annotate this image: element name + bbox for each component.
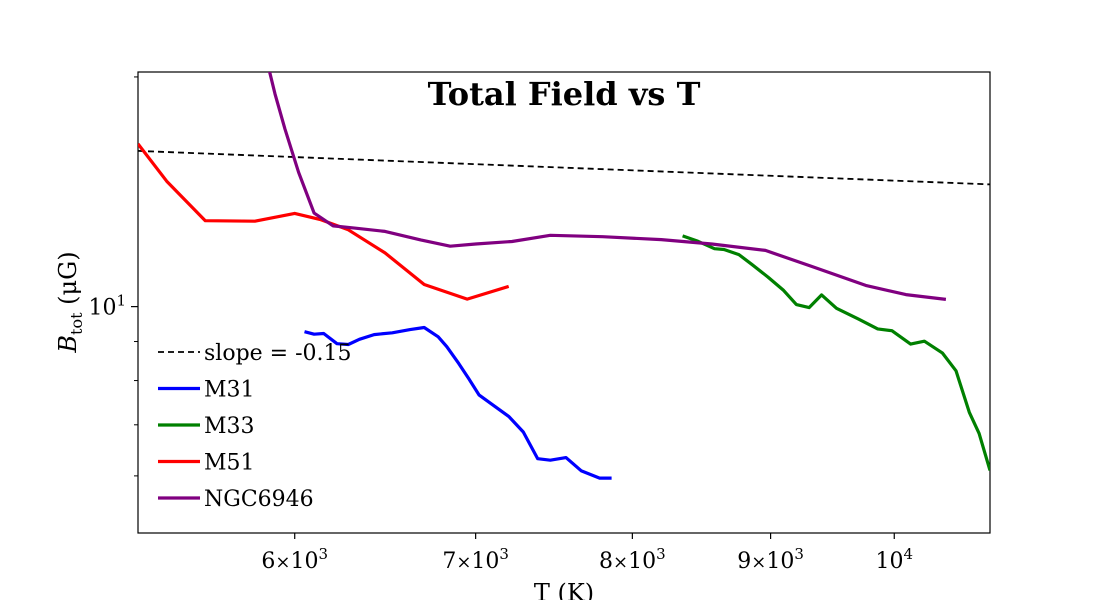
series-line-m51 <box>138 142 510 301</box>
legend: slope = -0.15 M31 M33 M51 NGC6946 <box>158 341 352 512</box>
plot-area <box>137 71 991 534</box>
y-axis-label-unit: (μG) <box>54 251 82 312</box>
y-axis-label: Btot (μG) <box>54 251 86 353</box>
legend-label: slope = -0.15 <box>204 341 352 366</box>
tick-layer: 6×103 7×103 8×103 9×103 104 101 <box>88 76 913 574</box>
legend-label: M51 <box>204 451 255 476</box>
x-tick-label: 7×103 <box>442 545 509 574</box>
series-line-ngc6946 <box>267 72 947 301</box>
x-tick-label: 104 <box>875 545 913 574</box>
legend-label: M31 <box>204 378 255 403</box>
y-tick-label: 101 <box>88 292 126 321</box>
series-line-m33 <box>682 234 990 471</box>
x-tick-label: 8×103 <box>599 545 666 574</box>
x-tick-label: 6×103 <box>261 545 328 574</box>
series-line-slope-0-15 <box>138 150 990 186</box>
legend-label: NGC6946 <box>204 487 314 512</box>
legend-label: M33 <box>204 414 255 439</box>
y-axis-label-sub: tot <box>67 312 86 335</box>
chart-title: Total Field vs T <box>428 75 701 113</box>
y-axis-label-main: B <box>54 335 82 354</box>
x-axis-label: T (K) <box>534 579 594 600</box>
series-layer <box>138 72 990 480</box>
series-line-m31 <box>304 325 612 480</box>
x-tick-label: 9×103 <box>737 545 804 574</box>
